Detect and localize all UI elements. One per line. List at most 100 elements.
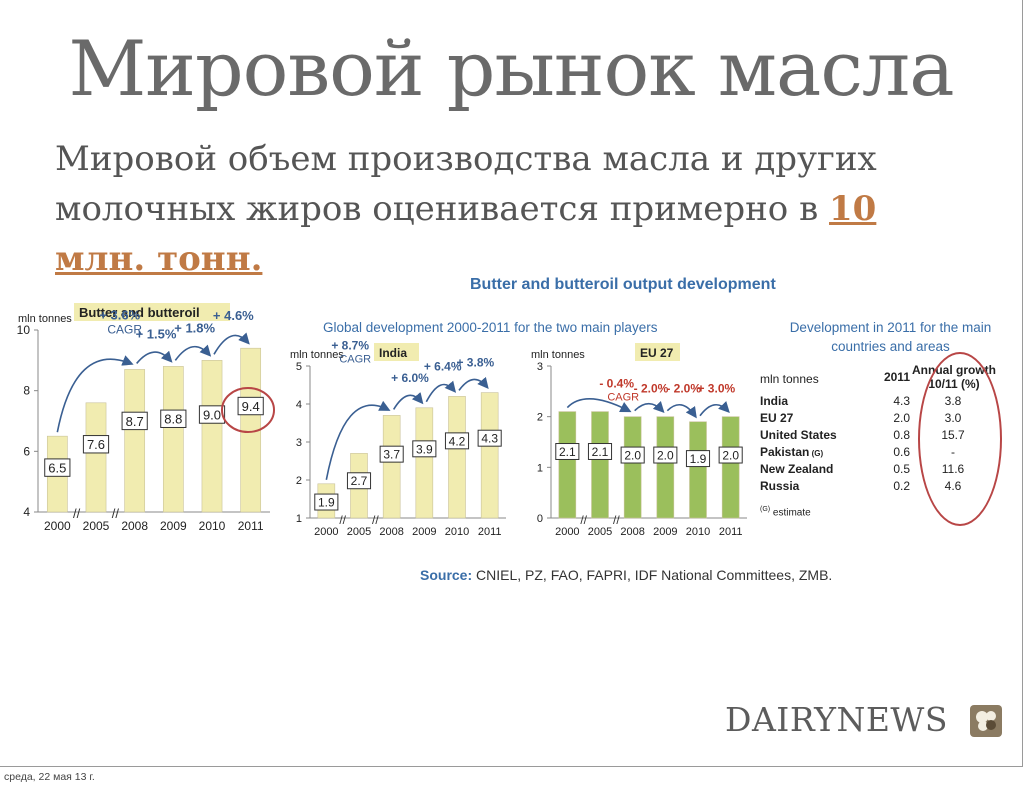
chart-title: Butter and butteroil [79, 305, 200, 320]
bar [623, 416, 642, 519]
x-tick-label: 2008 [379, 526, 403, 538]
value-label-box [718, 446, 743, 464]
value-label-box [379, 445, 404, 463]
value-label-box [555, 443, 580, 460]
value-label: 3.7 [383, 448, 400, 462]
value-label-box [198, 405, 226, 424]
value-label: 2.0 [624, 449, 641, 463]
growth-arrow [325, 400, 391, 480]
growth-arrow [213, 332, 250, 355]
growth-arrow [566, 398, 632, 413]
growth-arrow [699, 401, 730, 417]
x-tick-label: 2010 [199, 519, 226, 533]
y-axis-label: mln tonnes [531, 349, 585, 361]
row-value: 0.6 [893, 445, 910, 459]
value-label: 2.1 [559, 445, 576, 459]
value-label-box [237, 396, 264, 416]
y-tick-label: 4 [23, 505, 30, 519]
value-label-box [160, 409, 187, 428]
growth-label: + 1.8% [174, 320, 215, 335]
value-label-box [44, 458, 71, 477]
value-label-box [121, 411, 148, 431]
bar [656, 416, 675, 519]
value-label-box [314, 493, 339, 511]
x-tick-label: 2009 [160, 519, 187, 533]
bar [201, 360, 223, 513]
y-tick-label: 5 [296, 361, 302, 373]
value-label: 6.5 [48, 460, 66, 475]
x-tick-label: 2000 [555, 526, 579, 538]
note-mark: (G) [760, 506, 771, 513]
row-value: 0.8 [893, 428, 910, 442]
chart-title-box [635, 343, 680, 361]
row-value: 0.2 [893, 479, 910, 493]
table-heading: Development in 2011 for the main countri… [789, 320, 992, 354]
y-tick-label: 1 [537, 462, 543, 474]
bar [591, 411, 609, 519]
value-label-box [653, 446, 678, 464]
value-label-box [444, 432, 470, 450]
row-value: 4.3 [893, 394, 910, 408]
row-country: New Zealand [760, 462, 834, 476]
x-tick-label: 2011 [238, 519, 264, 533]
value-label: 9.4 [242, 399, 260, 414]
y-tick-label: 8 [23, 384, 30, 398]
value-label: 2.0 [722, 449, 739, 463]
growth-arrow [174, 344, 212, 361]
table-note: (G) estimate [760, 506, 811, 518]
source-label: Source: [420, 567, 473, 583]
x-tick-label: 2011 [478, 526, 502, 538]
axis-break: // [372, 513, 379, 527]
growth-label: - 2.0% [634, 382, 669, 396]
value-label: 2.0 [657, 449, 674, 463]
growth-arrow [666, 404, 697, 419]
y-tick-label: 10 [17, 323, 31, 337]
growth-label: + 4.6% [213, 308, 254, 323]
x-tick-label: 2010 [686, 526, 710, 538]
value-label-box [412, 440, 437, 458]
value-label: 2.7 [351, 474, 368, 488]
bar [382, 415, 401, 519]
table-col-year: 2011 [883, 370, 910, 384]
row-value: 0.5 [893, 462, 910, 476]
growth-label: - 0.4% [599, 377, 634, 391]
chart-global: mln tonnes Butter and butteroil 4 6 8 10 6.5 20… [17, 303, 275, 533]
growth-label: + 6.4% [424, 359, 462, 373]
y-axis-label: mln tonnes [290, 349, 344, 361]
growth-label: + 3.6% [99, 307, 140, 322]
growth-label: + 3.8% [456, 356, 494, 370]
x-tick-label: 2005 [347, 526, 371, 538]
clover-icon [970, 705, 1002, 737]
row-country: EU 27 [760, 411, 794, 425]
axis-break: // [339, 513, 346, 527]
cagr-label: CAGR [339, 353, 371, 365]
x-tick-label: 2010 [445, 526, 469, 538]
cagr-label: CAGR [107, 322, 142, 336]
row-country: United States [760, 428, 837, 442]
y-tick-label: 4 [296, 399, 302, 411]
growth-label: + 3.0% [697, 382, 735, 396]
y-tick-label: 1 [296, 513, 302, 525]
note-text: estimate [770, 507, 811, 519]
growth-arrow [56, 355, 134, 433]
value-label-box [685, 450, 711, 468]
cagr-label: CAGR [607, 392, 639, 404]
dairynews-logo: DAIRYNEWS [725, 700, 948, 739]
value-label-box [587, 443, 613, 460]
value-label: 9.0 [203, 407, 221, 422]
bar [124, 369, 146, 513]
value-label: 3.9 [416, 442, 433, 456]
chart-title: India [379, 346, 407, 360]
chart-india: mln tonnes India 1 2 3 4 5 1.9 2000 2.7 2005 3.7 200… [290, 338, 506, 538]
value-label-box [477, 429, 502, 447]
bar [448, 396, 466, 519]
x-tick-label: 2008 [121, 519, 148, 533]
bar [721, 416, 740, 519]
row-country: Russia [760, 479, 800, 493]
slide-subtitle: Мировой объем производства масла и други… [55, 134, 965, 284]
growth-arrow [458, 376, 489, 391]
value-label: 1.9 [690, 452, 707, 466]
figure-source: Source: CNIEL, PZ, FAO, FAPRI, IDF Natio… [420, 567, 832, 583]
source-text: CNIEL, PZ, FAO, FAPRI, IDF National Comm… [472, 567, 833, 583]
value-label-box [346, 472, 372, 490]
